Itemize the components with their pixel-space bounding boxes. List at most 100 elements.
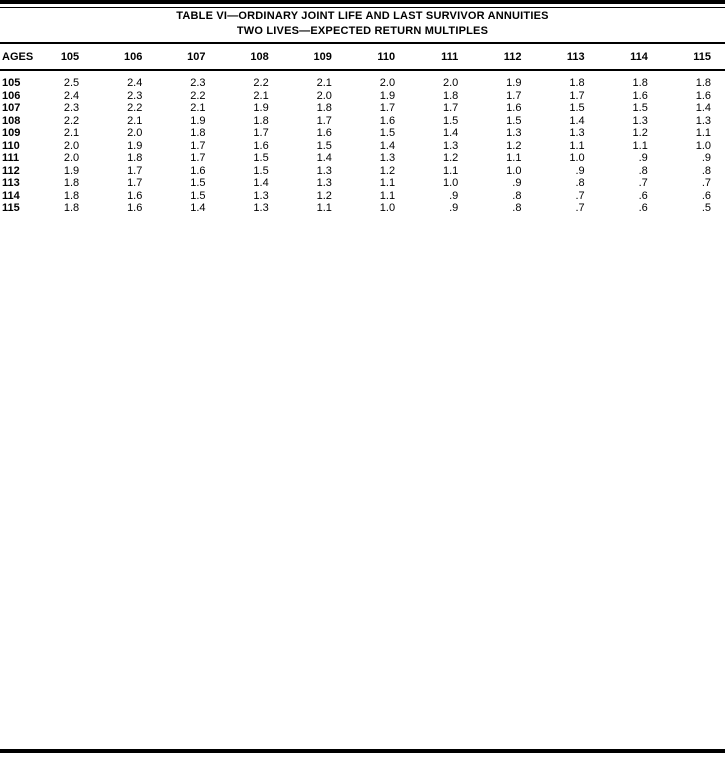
table-cell: 1.8: [442, 89, 459, 102]
table-cell: .9: [449, 202, 459, 214]
table-cell: .8: [575, 177, 585, 189]
table-row: 105 2.5 2.4 2.3 2.2 2.1 2.0 2.0 1.9 1.8 1.8 1.8: [0, 77, 725, 90]
table-cell: 2.0: [379, 77, 396, 89]
table-row: 109 2.1 2.0 1.8 1.7 1.6 1.5 1.4 1.3 1.3 1.2 1.1: [0, 127, 725, 140]
table-row: 111 2.0 1.8 1.7 1.5 1.4 1.3 1.2 1.1 1.0 .9 .9: [0, 152, 725, 165]
table-cell: 1.8: [316, 102, 332, 114]
table-cell: 1.1: [442, 164, 459, 177]
table-cell: .8: [638, 164, 648, 177]
table-cell: 1.5: [379, 127, 396, 139]
table-cell: 2.2: [253, 77, 269, 89]
column-header-115: 115: [693, 50, 711, 63]
table-row: 106 2.4 2.3 2.2 2.1 2.0 1.9 1.8 1.7 1.7 1.6 1.6: [0, 90, 725, 103]
table-cell: 1.3: [316, 164, 332, 177]
table-cell: 1.6: [253, 139, 269, 152]
table-cell: .6: [701, 189, 711, 202]
table-cell: 1.5: [253, 164, 269, 177]
table-cell: 1.9: [379, 89, 396, 102]
table-cell: 1.2: [316, 189, 332, 202]
table-cell: 1.0: [695, 139, 711, 152]
table-cell: 1.1: [316, 202, 332, 214]
column-header-105: 105: [60, 50, 80, 63]
table-cell: 1.8: [63, 202, 80, 214]
table-cell: .5: [701, 202, 711, 214]
column-header-114: 114: [630, 50, 648, 63]
table-cell: 1.3: [569, 127, 585, 139]
table-cell: 1.2: [442, 152, 459, 164]
table-cell: .6: [638, 189, 648, 202]
row-age-label: 106: [2, 89, 21, 102]
table-cell: 1.2: [632, 127, 648, 139]
table-cell: .7: [638, 177, 648, 189]
row-age-label: 109: [2, 127, 21, 139]
table-row: 110 2.0 1.9 1.7 1.6 1.5 1.4 1.3 1.2 1.1 1.1 1.0: [0, 140, 725, 153]
table-cell: 2.1: [253, 89, 269, 102]
table-cell: 1.4: [190, 202, 206, 214]
table-cell: 1.3: [695, 114, 711, 127]
table-cell: .8: [512, 189, 522, 202]
table-cell: 1.7: [253, 127, 269, 139]
table-cell: .9: [575, 164, 585, 177]
table-cell: 1.5: [316, 139, 332, 152]
table-cell: 1.4: [442, 127, 459, 139]
column-header-108: 108: [250, 50, 269, 63]
row-age-label: 107: [2, 102, 21, 114]
table-cell: 1.0: [442, 177, 459, 189]
table-cell: .7: [701, 177, 711, 189]
table-cell: 1.8: [632, 77, 648, 89]
table-cell: 2.0: [63, 152, 80, 164]
table-row: 112 1.9 1.7 1.6 1.5 1.3 1.2 1.1 1.0 .9 .8 .8: [0, 165, 725, 178]
table-cell: 1.6: [127, 189, 143, 202]
table-cell: 1.3: [253, 189, 269, 202]
table-cell: 2.4: [63, 89, 80, 102]
table-cell: 1.2: [506, 139, 522, 152]
table-cell: 1.7: [506, 89, 522, 102]
table-cell: 1.8: [63, 189, 80, 202]
row-age-label: 105: [2, 77, 21, 89]
table-cell: 1.6: [695, 89, 711, 102]
table-cell: 1.7: [190, 152, 206, 164]
table-cell: 2.3: [190, 77, 206, 89]
column-header-110: 110: [377, 50, 396, 63]
table-cell: 1.6: [190, 164, 206, 177]
table-cell: 2.2: [127, 102, 143, 114]
table-row: 113 1.8 1.7 1.5 1.4 1.3 1.1 1.0 .9 .8 .7 .7: [0, 177, 725, 190]
table-cell: 1.9: [127, 139, 143, 152]
table-cell: 1.1: [379, 189, 396, 202]
table-cell: 1.4: [253, 177, 269, 189]
table-cell: 1.3: [316, 177, 332, 189]
table-cell: 1.4: [695, 102, 711, 114]
table-cell: 2.2: [190, 89, 206, 102]
table-cell: 2.1: [190, 102, 206, 114]
table-cell: 1.3: [379, 152, 396, 164]
table-cell: 2.5: [63, 77, 80, 89]
table-cell: 1.1: [506, 152, 522, 164]
table-cell: 1.6: [316, 127, 332, 139]
table-cell: 2.2: [63, 114, 80, 127]
table-cell: .8: [701, 164, 711, 177]
table-cell: 1.4: [379, 139, 396, 152]
table-cell: 1.1: [632, 139, 648, 152]
table-cell: 1.5: [190, 177, 206, 189]
table-cell: 1.0: [506, 164, 522, 177]
table-cell: 2.0: [316, 89, 332, 102]
table-cell: 1.5: [632, 102, 648, 114]
table-cell: 1.5: [569, 102, 585, 114]
table-cell: .7: [575, 189, 585, 202]
table-cell: 1.9: [506, 77, 522, 89]
table-header-row: AGES 105 106 107 108 109 110 111 112 113 114 115: [0, 46, 725, 67]
table-cell: 1.8: [190, 127, 206, 139]
table-cell: 1.0: [569, 152, 585, 164]
table-body: 105 2.5 2.4 2.3 2.2 2.1 2.0 2.0 1.9 1.8 1.8 1.8 106 2…: [0, 77, 725, 215]
table-cell: .6: [638, 202, 648, 214]
table-title-line2: TWO LIVES—EXPECTED RETURN MULTIPLES: [236, 24, 489, 37]
table-cell: 1.8: [63, 177, 80, 189]
row-age-label: 114: [2, 189, 20, 202]
table-cell: 1.5: [506, 114, 522, 127]
table-cell: 1.7: [127, 177, 143, 189]
table-cell: 1.3: [442, 139, 459, 152]
table-cell: 1.9: [253, 102, 269, 114]
table-cell: 2.0: [127, 127, 143, 139]
table-row: 115 1.8 1.6 1.4 1.3 1.1 1.0 .9 .8 .7 .6 .5: [0, 202, 725, 215]
